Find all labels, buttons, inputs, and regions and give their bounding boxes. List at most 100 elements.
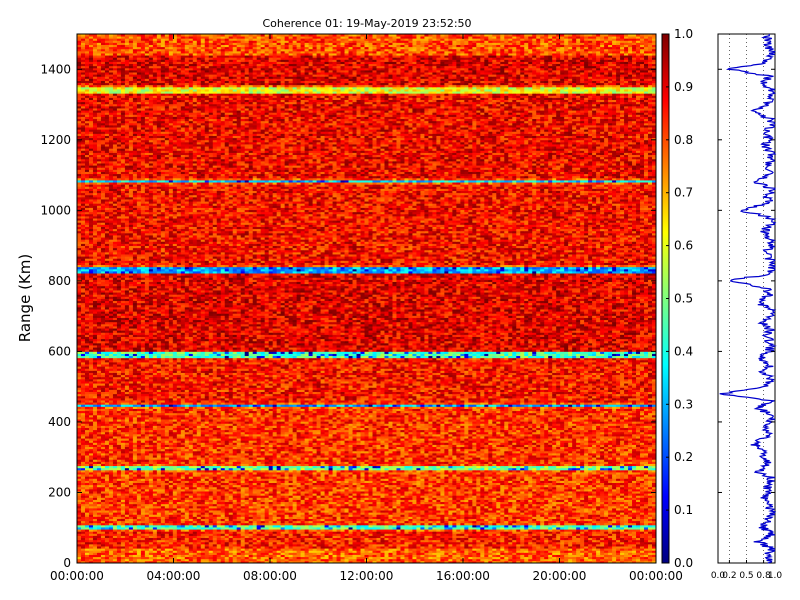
heatmap-cell — [544, 548, 549, 551]
heatmap-cell — [148, 552, 154, 555]
heatmap-cell — [608, 543, 613, 547]
heatmap-cell — [436, 554, 441, 558]
heatmap-cell — [276, 552, 282, 555]
heatmap-cell — [564, 546, 569, 549]
heatmap-cell — [92, 552, 98, 555]
heatmap-cell — [284, 560, 290, 564]
heatmap-cell — [216, 550, 222, 553]
heatmap-cell — [508, 558, 513, 562]
heatmap-cell — [548, 558, 553, 562]
heatmap-cell — [280, 546, 286, 549]
heatmap-cell — [80, 560, 86, 564]
heatmap-cell — [544, 546, 549, 549]
heatmap-cell — [628, 554, 633, 558]
heatmap-cell — [592, 558, 597, 562]
heatmap-cell — [472, 543, 477, 547]
heatmap-cell — [460, 552, 465, 555]
heatmap-cell — [628, 552, 633, 555]
heatmap-cell — [416, 543, 421, 547]
heatmap-cell — [80, 546, 86, 549]
heatmap-cell — [100, 550, 106, 553]
heatmap-cell — [480, 541, 485, 545]
heatmap-cell — [532, 550, 537, 553]
heatmap-cell — [128, 546, 134, 549]
heatmap-cell — [592, 550, 597, 553]
heatmap-cell — [328, 560, 333, 564]
heatmap-cell — [96, 554, 102, 558]
heatmap-cell — [288, 541, 294, 545]
heatmap-cell — [612, 541, 617, 545]
heatmap-cell — [172, 539, 178, 543]
heatmap-cell — [208, 541, 214, 545]
heatmap-cell — [556, 543, 561, 547]
heatmap-cell — [388, 546, 393, 549]
heatmap-cell — [456, 543, 461, 547]
heatmap-cell — [120, 548, 126, 551]
heatmap-cell — [448, 546, 453, 549]
heatmap-cell — [388, 548, 393, 551]
heatmap-cell — [652, 552, 657, 555]
heatmap-cell — [304, 552, 309, 555]
heatmap-cell — [396, 548, 401, 551]
heatmap-cell — [128, 541, 134, 545]
heatmap-cell — [92, 558, 98, 562]
heatmap-cell — [320, 546, 325, 549]
heatmap-cell — [336, 552, 341, 555]
heatmap-cell — [468, 554, 473, 558]
heatmap-cell — [216, 554, 222, 558]
heatmap-cell — [520, 558, 525, 562]
heatmap-cell — [352, 554, 357, 558]
heatmap-cell — [292, 548, 298, 551]
heatmap-cell — [516, 552, 521, 555]
heatmap-cell — [204, 548, 210, 551]
heatmap-cell — [312, 548, 317, 551]
heatmap-cell — [336, 558, 341, 562]
heatmap-cell — [440, 541, 445, 545]
heatmap-cell — [212, 556, 218, 560]
heatmap-cell — [200, 558, 206, 562]
heatmap-cell — [360, 548, 365, 551]
heatmap-cell — [344, 552, 349, 555]
heatmap-cell — [456, 560, 461, 564]
heatmap-cell — [520, 552, 525, 555]
heatmap-cell — [88, 539, 94, 543]
heatmap-cell — [644, 550, 649, 553]
heatmap-cell — [560, 541, 565, 545]
heatmap-cell — [92, 546, 98, 549]
heatmap-cell — [616, 552, 621, 555]
heatmap-cell — [460, 550, 465, 553]
heatmap-cell — [572, 556, 577, 560]
heatmap-cell — [600, 552, 605, 555]
heatmap-cell — [532, 560, 537, 564]
heatmap-cell — [324, 543, 329, 547]
heatmap-cell — [216, 548, 222, 551]
heatmap-cell — [224, 552, 230, 555]
heatmap-cell — [196, 554, 202, 558]
heatmap-cell — [524, 560, 529, 564]
heatmap-cell — [100, 558, 106, 562]
heatmap-cell — [368, 546, 373, 549]
heatmap-cell — [380, 543, 385, 547]
heatmap-cell — [272, 558, 278, 562]
heatmap-cell — [472, 541, 477, 545]
heatmap-cell — [548, 548, 553, 551]
heatmap-cell — [316, 556, 321, 560]
heatmap-cell — [564, 558, 569, 562]
heatmap-cell — [116, 554, 122, 558]
heatmap-cell — [152, 560, 158, 564]
heatmap-cell — [92, 556, 98, 560]
heatmap-cell — [228, 548, 234, 551]
heatmap-cell — [200, 560, 206, 564]
heatmap-cell — [132, 552, 138, 555]
heatmap-cell — [468, 560, 473, 564]
heatmap-cell — [652, 554, 657, 558]
heatmap-cell — [248, 550, 254, 553]
heatmap-cell — [560, 558, 565, 562]
heatmap-cell — [324, 550, 329, 553]
heatmap-cell — [152, 543, 158, 547]
heatmap-cell — [144, 543, 150, 547]
heatmap-cell — [308, 558, 313, 562]
heatmap-cell — [580, 556, 585, 560]
heatmap-cell — [408, 560, 413, 564]
heatmap-cell — [104, 541, 110, 545]
